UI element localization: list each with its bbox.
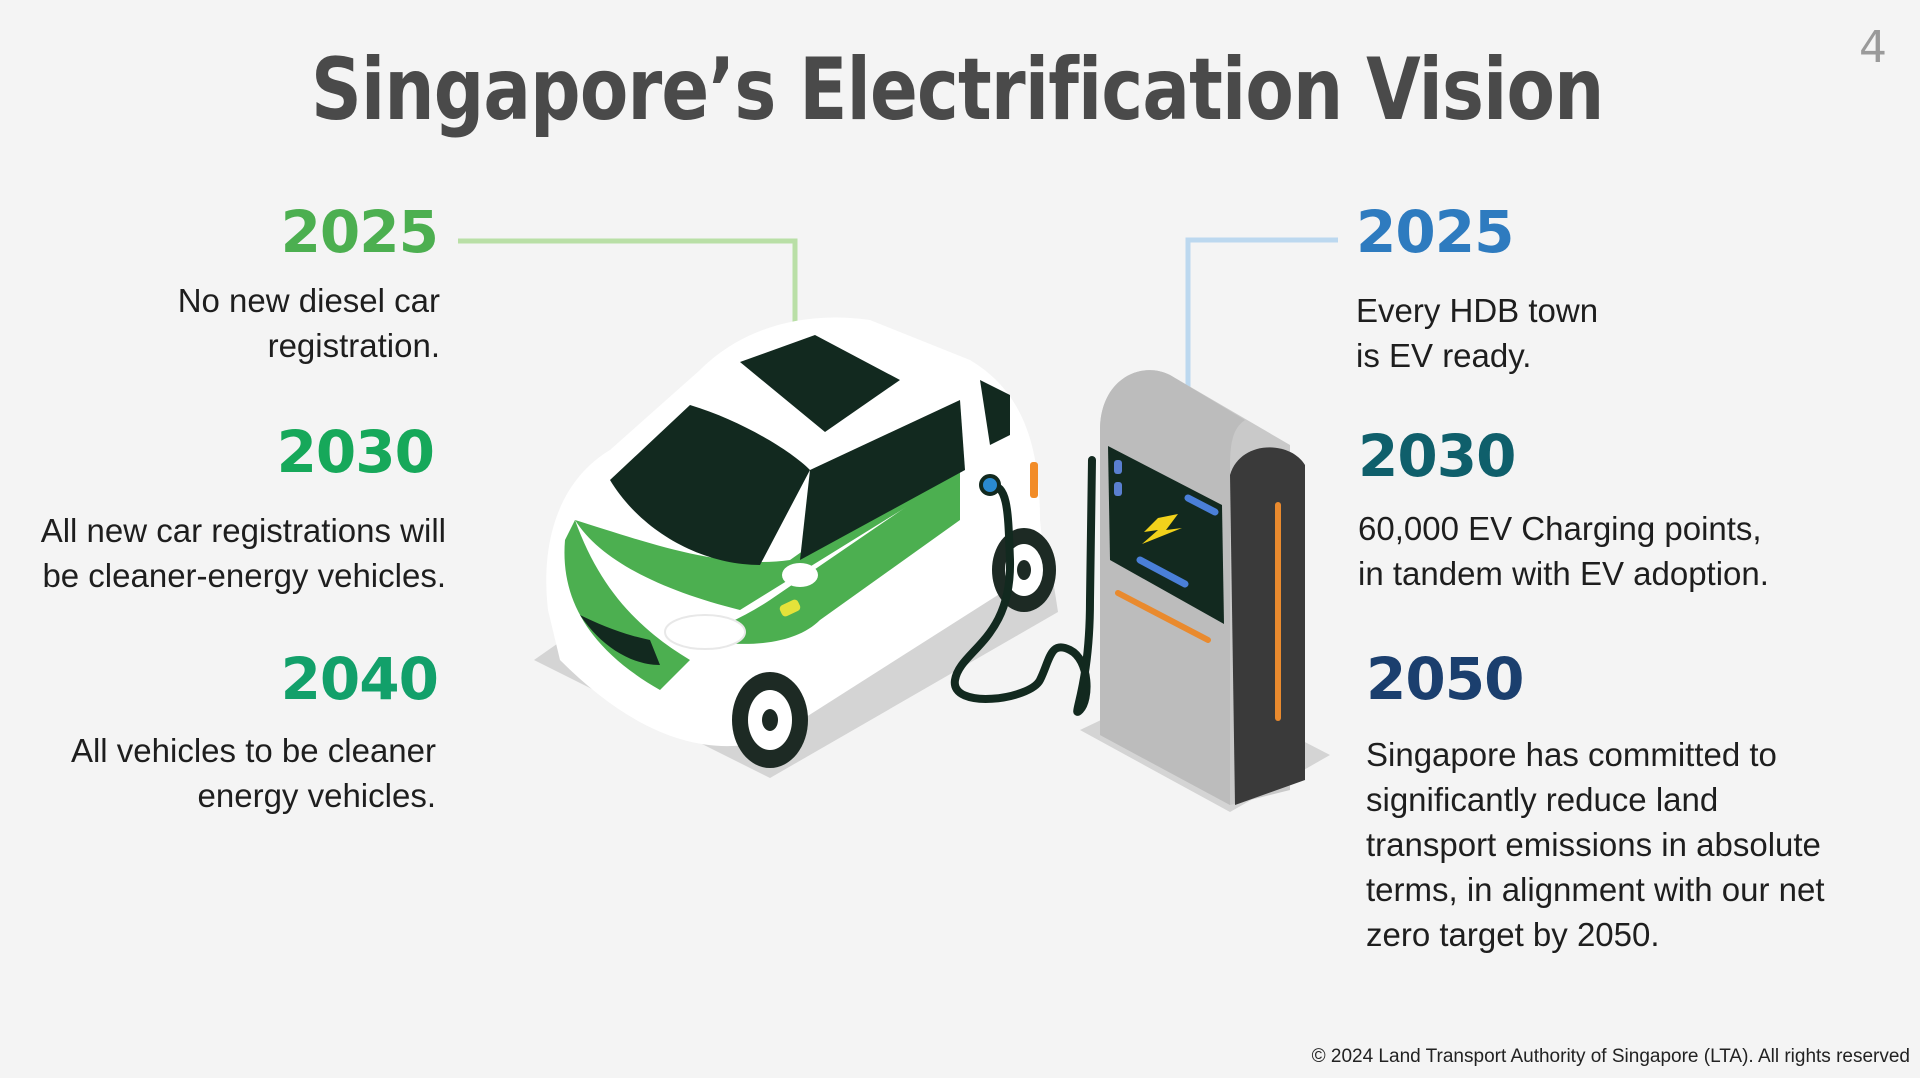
right-year-2030: 2030: [1358, 422, 1516, 490]
lightning-bolt-icon: [1142, 514, 1182, 544]
electric-car-icon: [534, 317, 1058, 778]
right-desc-2025: Every HDB town is EV ready.: [1356, 292, 1599, 374]
connector-line-right-2025: [1185, 237, 1338, 452]
copyright-footer: © 2024 Land Transport Authority of Singa…: [1311, 1046, 1910, 1067]
page-title: Singapore’s Electrification Vision: [311, 40, 1604, 140]
left-desc-2030: All new car registrations will be cleane…: [40, 512, 446, 594]
page-number: 4: [1859, 22, 1887, 73]
ev-charging-station-icon: [1080, 370, 1330, 812]
left-year-2030: 2030: [276, 418, 435, 486]
right-year-2025: 2025: [1356, 198, 1514, 266]
right-year-2050: 2050: [1366, 645, 1524, 713]
left-desc-2025: No new diesel car registration.: [177, 282, 440, 364]
right-desc-2030: 60,000 EV Charging points, in tandem wit…: [1358, 510, 1769, 592]
right-desc-2050: Singapore has committed to significantly…: [1366, 736, 1825, 953]
left-year-2040: 2040: [280, 645, 439, 713]
charging-cable: [950, 456, 1096, 716]
left-desc-2040: All vehicles to be cleaner energy vehicl…: [70, 732, 436, 814]
left-year-2025: 2025: [280, 198, 439, 266]
